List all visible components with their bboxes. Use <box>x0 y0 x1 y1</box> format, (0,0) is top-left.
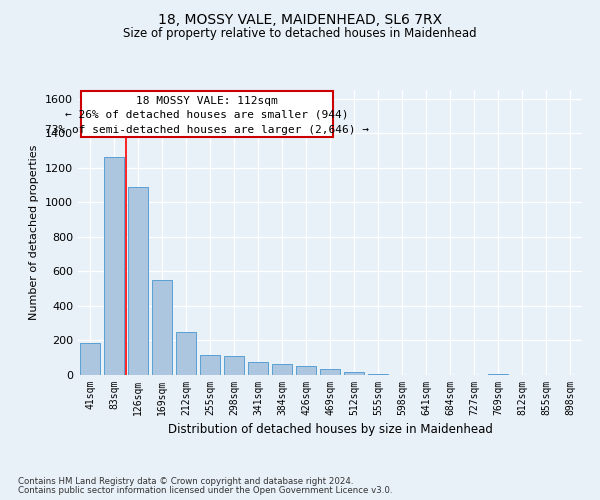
Text: Contains public sector information licensed under the Open Government Licence v3: Contains public sector information licen… <box>18 486 392 495</box>
Bar <box>368 374 388 375</box>
Bar <box>80 343 100 375</box>
Bar <box>128 186 148 375</box>
Text: ← 26% of detached houses are smaller (944): ← 26% of detached houses are smaller (94… <box>65 110 349 120</box>
Bar <box>320 369 340 375</box>
Text: Size of property relative to detached houses in Maidenhead: Size of property relative to detached ho… <box>123 28 477 40</box>
Bar <box>176 332 196 375</box>
Bar <box>296 366 316 375</box>
FancyBboxPatch shape <box>81 91 333 136</box>
Text: Contains HM Land Registry data © Crown copyright and database right 2024.: Contains HM Land Registry data © Crown c… <box>18 477 353 486</box>
Text: 18 MOSSY VALE: 112sqm: 18 MOSSY VALE: 112sqm <box>136 96 278 106</box>
Bar <box>272 364 292 375</box>
Bar <box>224 356 244 375</box>
Text: 18, MOSSY VALE, MAIDENHEAD, SL6 7RX: 18, MOSSY VALE, MAIDENHEAD, SL6 7RX <box>158 12 442 26</box>
Bar <box>200 355 220 375</box>
Bar <box>104 156 124 375</box>
Bar <box>488 374 508 375</box>
X-axis label: Distribution of detached houses by size in Maidenhead: Distribution of detached houses by size … <box>167 424 493 436</box>
Y-axis label: Number of detached properties: Number of detached properties <box>29 145 40 320</box>
Bar <box>248 362 268 375</box>
Bar <box>344 372 364 375</box>
Bar <box>152 280 172 375</box>
Text: 73% of semi-detached houses are larger (2,646) →: 73% of semi-detached houses are larger (… <box>45 124 369 134</box>
